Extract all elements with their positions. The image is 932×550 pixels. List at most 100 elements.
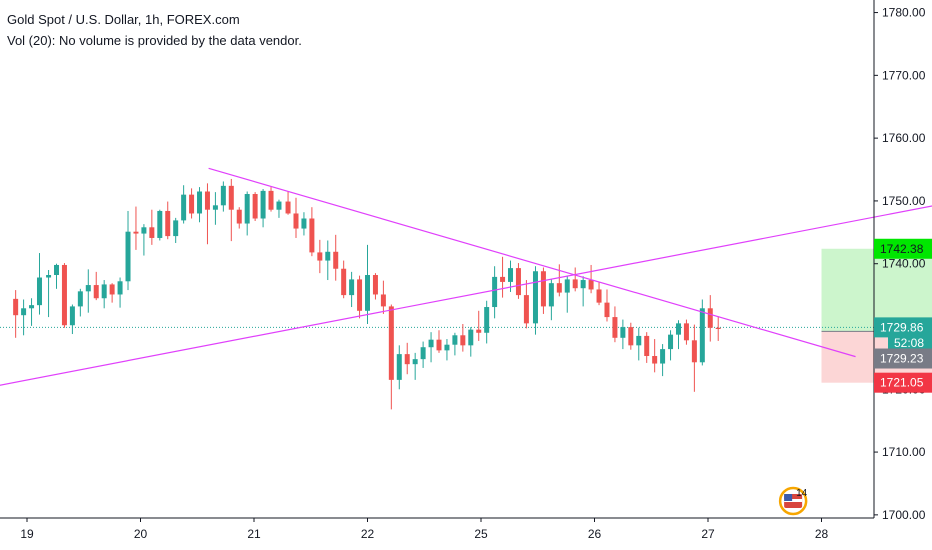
candle-body: [181, 194, 187, 221]
candle: [61, 263, 67, 328]
candle-body: [580, 280, 586, 289]
candle-body: [548, 283, 554, 307]
candle: [29, 298, 35, 326]
candle-body: [452, 335, 458, 345]
candle: [181, 185, 187, 224]
candle-body: [125, 231, 131, 282]
candle: [388, 304, 394, 410]
candle: [236, 207, 242, 229]
price-tag-label: 1729.23: [880, 352, 924, 366]
candle: [596, 281, 602, 306]
candle-body: [460, 335, 466, 346]
candle: [125, 210, 131, 291]
event-badge[interactable]: 14: [778, 486, 808, 516]
economic-events[interactable]: 145 58: [778, 486, 932, 516]
candle-body: [141, 227, 147, 234]
candle-body: [428, 339, 434, 348]
candle-body: [468, 329, 474, 346]
candle: [556, 264, 562, 297]
candle: [412, 352, 418, 380]
candle-body: [668, 334, 674, 350]
candle-body: [636, 335, 642, 346]
candle-body: [341, 268, 347, 296]
candle-body: [77, 291, 83, 307]
price-tag-target: 1742.38: [874, 238, 932, 259]
candle: [628, 322, 634, 350]
candle-body: [436, 339, 442, 351]
candle: [341, 260, 347, 299]
candle: [620, 319, 626, 350]
y-tick-label: 1740.00: [882, 257, 926, 271]
candle: [149, 209, 155, 245]
candle-body: [236, 209, 242, 224]
candle: [532, 266, 538, 335]
candle-body: [54, 264, 60, 276]
candle: [85, 269, 91, 313]
candle-body: [500, 276, 506, 282]
candle: [357, 275, 363, 319]
candle: [452, 332, 458, 356]
candle: [204, 183, 210, 245]
candle-body: [388, 306, 394, 380]
candle-body: [268, 190, 274, 210]
x-tick-label: 20: [134, 527, 148, 541]
candle: [293, 197, 299, 238]
candle: [325, 240, 331, 281]
candle-body: [333, 251, 339, 269]
trendline-ascending[interactable]: [0, 173, 932, 402]
candle: [212, 192, 218, 225]
price-tag-label: 1721.05: [880, 376, 924, 390]
candle-body: [212, 205, 218, 210]
x-tick-label: 27: [701, 527, 715, 541]
candle-body: [357, 279, 363, 311]
candle: [707, 295, 713, 342]
candle: [197, 187, 203, 223]
price-tag-label: 1742.38: [880, 242, 924, 256]
candle: [133, 206, 139, 250]
x-tick-label: 28: [815, 527, 829, 541]
candle: [117, 277, 123, 308]
candle-body: [660, 349, 666, 364]
trendline-descending[interactable]: [208, 167, 856, 358]
y-tick-label: 1710.00: [882, 445, 926, 459]
candle: [515, 263, 521, 299]
candle-body: [508, 268, 514, 282]
candle: [668, 330, 674, 361]
candle: [604, 289, 610, 322]
flag-stripe: [784, 499, 803, 502]
symbol-title[interactable]: Gold Spot / U.S. Dollar, 1h, FOREX.com: [7, 12, 240, 27]
candle-body: [293, 213, 299, 229]
candle: [564, 275, 570, 313]
price-tag-stop: 1721.05: [874, 372, 932, 393]
price-tag-bg: [874, 348, 932, 369]
candle-body: [532, 271, 538, 324]
candle: [157, 209, 163, 241]
candle-body: [133, 231, 139, 234]
candle: [380, 280, 386, 314]
flag-canton: [784, 494, 793, 501]
axes: 1780.001770.001760.001750.001740.001730.…: [0, 0, 926, 541]
candle-body: [173, 220, 179, 237]
candle: [36, 253, 42, 315]
candle-body: [628, 327, 634, 346]
candle-body: [228, 185, 234, 210]
candle: [220, 181, 226, 212]
candle: [349, 271, 355, 308]
candle-body: [197, 191, 203, 214]
x-tick-label: 22: [361, 527, 375, 541]
candle: [420, 341, 426, 368]
candle-body: [675, 323, 681, 335]
candle: [572, 267, 578, 292]
price-tag-bg: [874, 372, 932, 393]
y-tick-label: 1780.00: [882, 6, 926, 20]
price-tag-label: 1729.86: [880, 320, 924, 334]
candle-body: [588, 280, 594, 290]
candle: [460, 323, 466, 352]
y-tick-label: 1760.00: [882, 131, 926, 145]
y-tick-label: 1750.00: [882, 194, 926, 208]
trendlines[interactable]: [0, 167, 932, 402]
price-tag-bg: [888, 332, 932, 353]
candle-body: [564, 279, 570, 293]
price-tag-bg: [874, 317, 932, 338]
